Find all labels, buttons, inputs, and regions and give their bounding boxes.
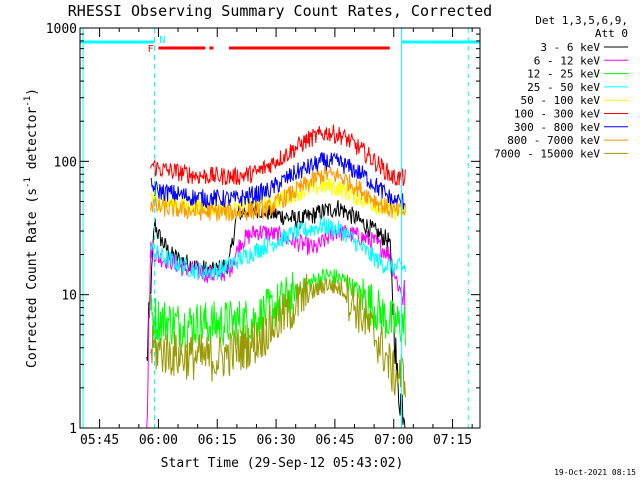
y-tick-label: 1000 (46, 22, 77, 37)
series-line-2 (146, 224, 406, 429)
series-line-8 (150, 165, 406, 222)
y-axis-label-mid: detector (25, 107, 40, 178)
flag-n-label: N (159, 35, 165, 46)
x-tick-label: 07:15 (433, 433, 472, 448)
legend-header: Det 1,3,5,6,9, (535, 14, 628, 27)
x-tick-label: 06:30 (257, 433, 296, 448)
y-tick-label: 10 (61, 289, 77, 304)
series-line-7 (150, 151, 406, 210)
legend-label: 12 - 25 keV (527, 68, 600, 81)
series-line-3 (150, 268, 406, 350)
y-tick-label: 100 (54, 155, 77, 170)
plot-area: FN 1 10 100 1000 05:45 06:00 06:15 06:30 06:45 07:… (46, 22, 481, 448)
legend-label: 100 - 300 keV (514, 108, 600, 121)
plot-frame (79, 27, 481, 429)
legend-label: 300 - 800 keV (514, 121, 600, 134)
legend-label: 3 - 6 keV (540, 41, 600, 54)
x-tick-label: 06:15 (198, 433, 237, 448)
y-axis-label: Corrected Count Rate (s-1 detector-1) (23, 88, 40, 368)
x-tick-label: 05:45 (80, 433, 119, 448)
y-axis-label-sup1: -1 (23, 177, 33, 188)
series-line-1 (146, 199, 406, 429)
legend-label: 6 - 12 keV (534, 54, 601, 67)
x-tick-label: 07:00 (374, 433, 413, 448)
legend-label: 800 - 7000 keV (507, 134, 600, 147)
legend-label: 50 - 100 keV (521, 94, 601, 107)
x-axis-label: Start Time (29-Sep-12 05:43:02) (161, 456, 404, 471)
y-tick-label: 1 (69, 422, 77, 437)
legend-label: 7000 - 15000 keV (494, 147, 600, 160)
y-axis-label-sup2: -1 (23, 96, 33, 107)
series-line-4 (150, 216, 406, 281)
y-axis-label-suffix: ) (25, 88, 40, 96)
series-line-9 (150, 273, 406, 398)
y-axis-label-prefix: Corrected Count Rate (s (25, 188, 40, 368)
chart-title: RHESSI Observing Summary Count Rates, Co… (68, 2, 492, 20)
series-line-6 (150, 124, 406, 187)
timestamp: 19-Oct-2021 08:15 (554, 468, 636, 477)
legend-label: 25 - 50 keV (527, 81, 600, 94)
x-tick-label: 06:00 (139, 433, 178, 448)
legend-header: Att 0 (595, 27, 628, 40)
flag-f-label: F (148, 44, 154, 55)
x-tick-label: 06:45 (315, 433, 354, 448)
